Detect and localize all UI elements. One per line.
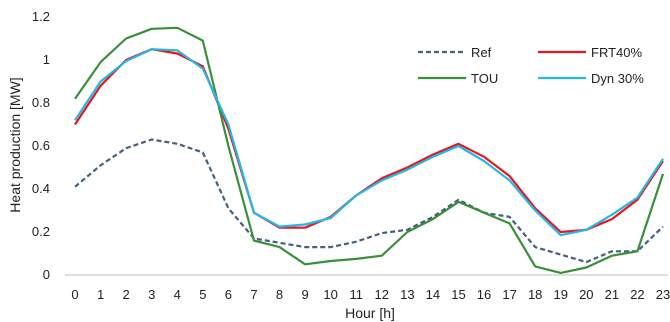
x-tick-label: 20 [579, 287, 593, 302]
series-layer [74, 26, 665, 274]
legend-label: Ref [471, 45, 492, 60]
series-line-dyn-30- [74, 48, 664, 237]
y-tick-label: 0.2 [32, 224, 50, 239]
series-line-frt40- [74, 48, 664, 234]
x-tick-label: 10 [323, 287, 337, 302]
x-tick-label: 1 [97, 287, 104, 302]
y-tick-label: 0.6 [32, 138, 50, 153]
x-tick-label: 13 [400, 287, 414, 302]
x-tick-label: 18 [528, 287, 542, 302]
x-tick-label: 3 [148, 287, 155, 302]
x-tick-label: 8 [276, 287, 283, 302]
y-tick-label: 1 [43, 52, 50, 67]
legend-label: Dyn 30% [591, 71, 644, 86]
x-tick-label: 9 [301, 287, 308, 302]
x-axis-title: Hour [h] [345, 305, 395, 321]
legend-label: TOU [471, 71, 498, 86]
x-tick-label: 19 [554, 287, 568, 302]
x-tick-label: 11 [349, 287, 363, 302]
axes: 00.20.40.60.811.20 1 2 3 4 5 6 7 8 9 10 11 12 13 14 15 1… [32, 9, 670, 302]
x-tick-label: 2 [123, 287, 130, 302]
y-tick-label: 0 [43, 267, 50, 282]
x-tick-label: 14 [426, 287, 440, 302]
x-tick-label: 15 [451, 287, 465, 302]
series-line-ref [74, 138, 664, 264]
x-tick-label: 5 [199, 287, 206, 302]
x-tick-label: 0 [71, 287, 78, 302]
x-tick-label: 12 [375, 287, 389, 302]
x-tick-label: 4 [174, 287, 181, 302]
x-tick-label: 22 [630, 287, 644, 302]
x-tick-label: 7 [250, 287, 257, 302]
series-line-tou [74, 26, 665, 274]
legend-label: FRT40% [591, 45, 642, 60]
x-tick-label: 23 [656, 287, 670, 302]
y-tick-label: 0.4 [32, 181, 50, 196]
x-tick-label: 6 [225, 287, 232, 302]
y-tick-label: 1.2 [32, 9, 50, 24]
y-tick-label: 0.8 [32, 95, 50, 110]
x-tick-label: 17 [502, 287, 516, 302]
x-tick-label: 16 [477, 287, 491, 302]
legend: Ref FRT40% TOU Dyn 30% [418, 45, 644, 86]
y-axis-title: Heat production [MW] [7, 77, 23, 212]
x-tick-label: 21 [605, 287, 619, 302]
